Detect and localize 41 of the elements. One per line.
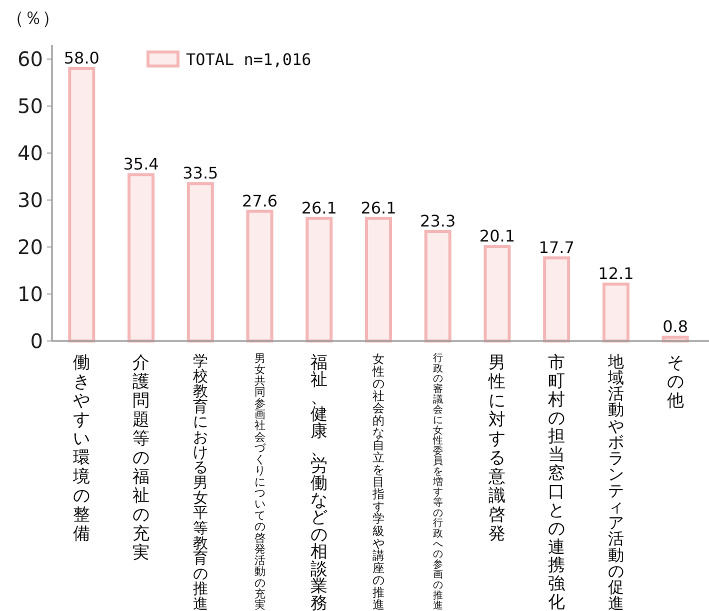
data-label: 26.1 — [301, 198, 337, 218]
data-label: 35.4 — [123, 154, 159, 174]
y-tick-label: 60 — [18, 47, 43, 72]
y-tick-label: 50 — [18, 94, 43, 118]
category-label: 福祉、健康、労働などの相談業務 — [310, 352, 328, 611]
bar — [602, 282, 630, 342]
data-label: 12.1 — [598, 264, 634, 284]
data-label: 20.1 — [479, 226, 516, 246]
category-label: 行政の審議会に女性委員を増す等の行政への参画の推進 — [432, 353, 443, 611]
data-label: 27.6 — [242, 191, 278, 210]
category-label: 地域活動やボランティア活動の促進 — [608, 352, 624, 611]
category-label: 男女共同参画社会づくりについての啓発活動の充実 — [254, 352, 266, 611]
y-tick-label: 40 — [18, 141, 43, 166]
category-label: 市町村の担当窓口との連携強化 — [548, 353, 566, 611]
data-label: 0.8 — [662, 317, 688, 336]
category-label: その他 — [666, 353, 684, 411]
category-label: 女性の社会的な自立を目指す学級や講座の推進 — [372, 352, 384, 611]
bar — [484, 245, 511, 342]
bar — [68, 66, 96, 342]
bar — [306, 216, 333, 342]
y-tick-label: 10 — [18, 282, 43, 306]
data-label: 23.3 — [420, 212, 456, 231]
y-tick-label: 20 — [18, 235, 43, 260]
category-label: 男性に対する意識啓発 — [488, 353, 506, 544]
bar — [424, 230, 452, 342]
y-tick-label: 0 — [30, 329, 43, 353]
data-label: 26.1 — [360, 198, 396, 218]
data-label: 58.0 — [64, 48, 100, 68]
bar — [246, 210, 274, 342]
y-tick-label: 30 — [18, 188, 43, 212]
data-label: 17.7 — [538, 238, 574, 257]
y-axis-title: （％） — [6, 8, 60, 29]
category-label: 学校教育における男女平等教育の推進 — [192, 352, 208, 611]
bar — [543, 256, 570, 342]
bar — [186, 182, 214, 342]
data-label: 33.5 — [182, 164, 218, 183]
category-label: 働きやすい環境の整備 — [73, 353, 90, 544]
legend-label: TOTAL n=1,016 — [186, 50, 312, 69]
category-label: 介護問題等の福祉の充実 — [132, 353, 150, 563]
bar — [128, 173, 155, 342]
bar — [365, 216, 392, 342]
